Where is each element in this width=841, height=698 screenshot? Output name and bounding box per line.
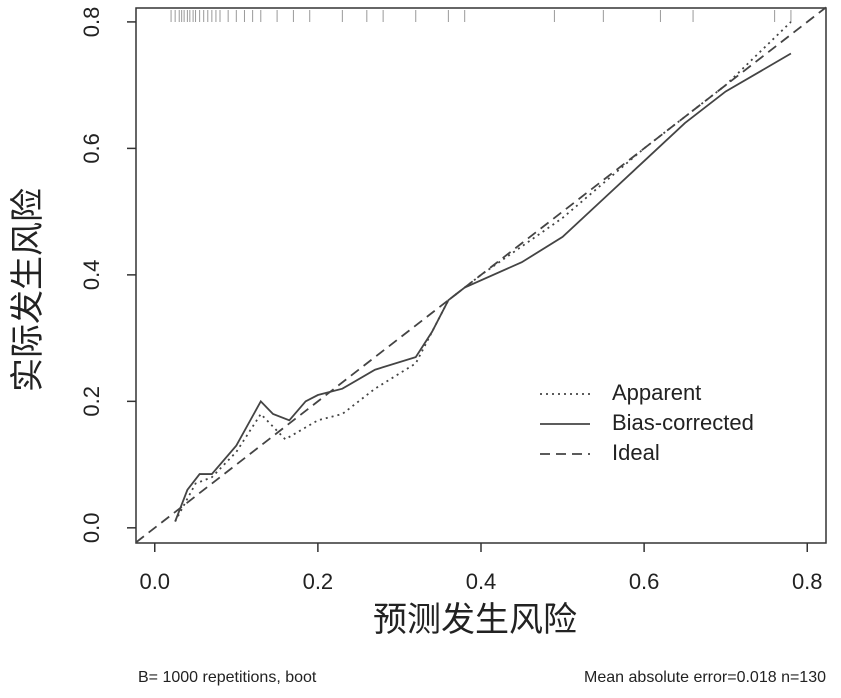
legend-label: Bias-corrected — [612, 410, 754, 435]
x-tick-label: 0.8 — [792, 569, 823, 594]
series-line — [135, 6, 827, 544]
y-tick-label: 0.8 — [79, 7, 104, 38]
x-tick-label: 0.6 — [629, 569, 660, 594]
y-tick-label: 0.2 — [79, 386, 104, 417]
footnote-right: Mean absolute error=0.018 n=130 — [584, 669, 826, 686]
x-axis-label: 预测发生风险 — [373, 600, 577, 640]
legend-label: Apparent — [612, 380, 701, 405]
series-line — [174, 52, 792, 522]
x-tick-label: 0.2 — [303, 569, 334, 594]
y-tick-label: 0.4 — [79, 260, 104, 291]
legend-label: Ideal — [612, 440, 660, 465]
x-tick-label: 0.0 — [139, 569, 170, 594]
footnote-left: B= 1000 repetitions, boot — [138, 669, 317, 686]
x-tick-label: 0.4 — [466, 569, 497, 594]
series-line — [174, 21, 792, 522]
y-tick-label: 0.0 — [79, 513, 104, 544]
y-axis-label: 实际发生风险 — [8, 188, 48, 392]
y-tick-label: 0.6 — [79, 133, 104, 164]
